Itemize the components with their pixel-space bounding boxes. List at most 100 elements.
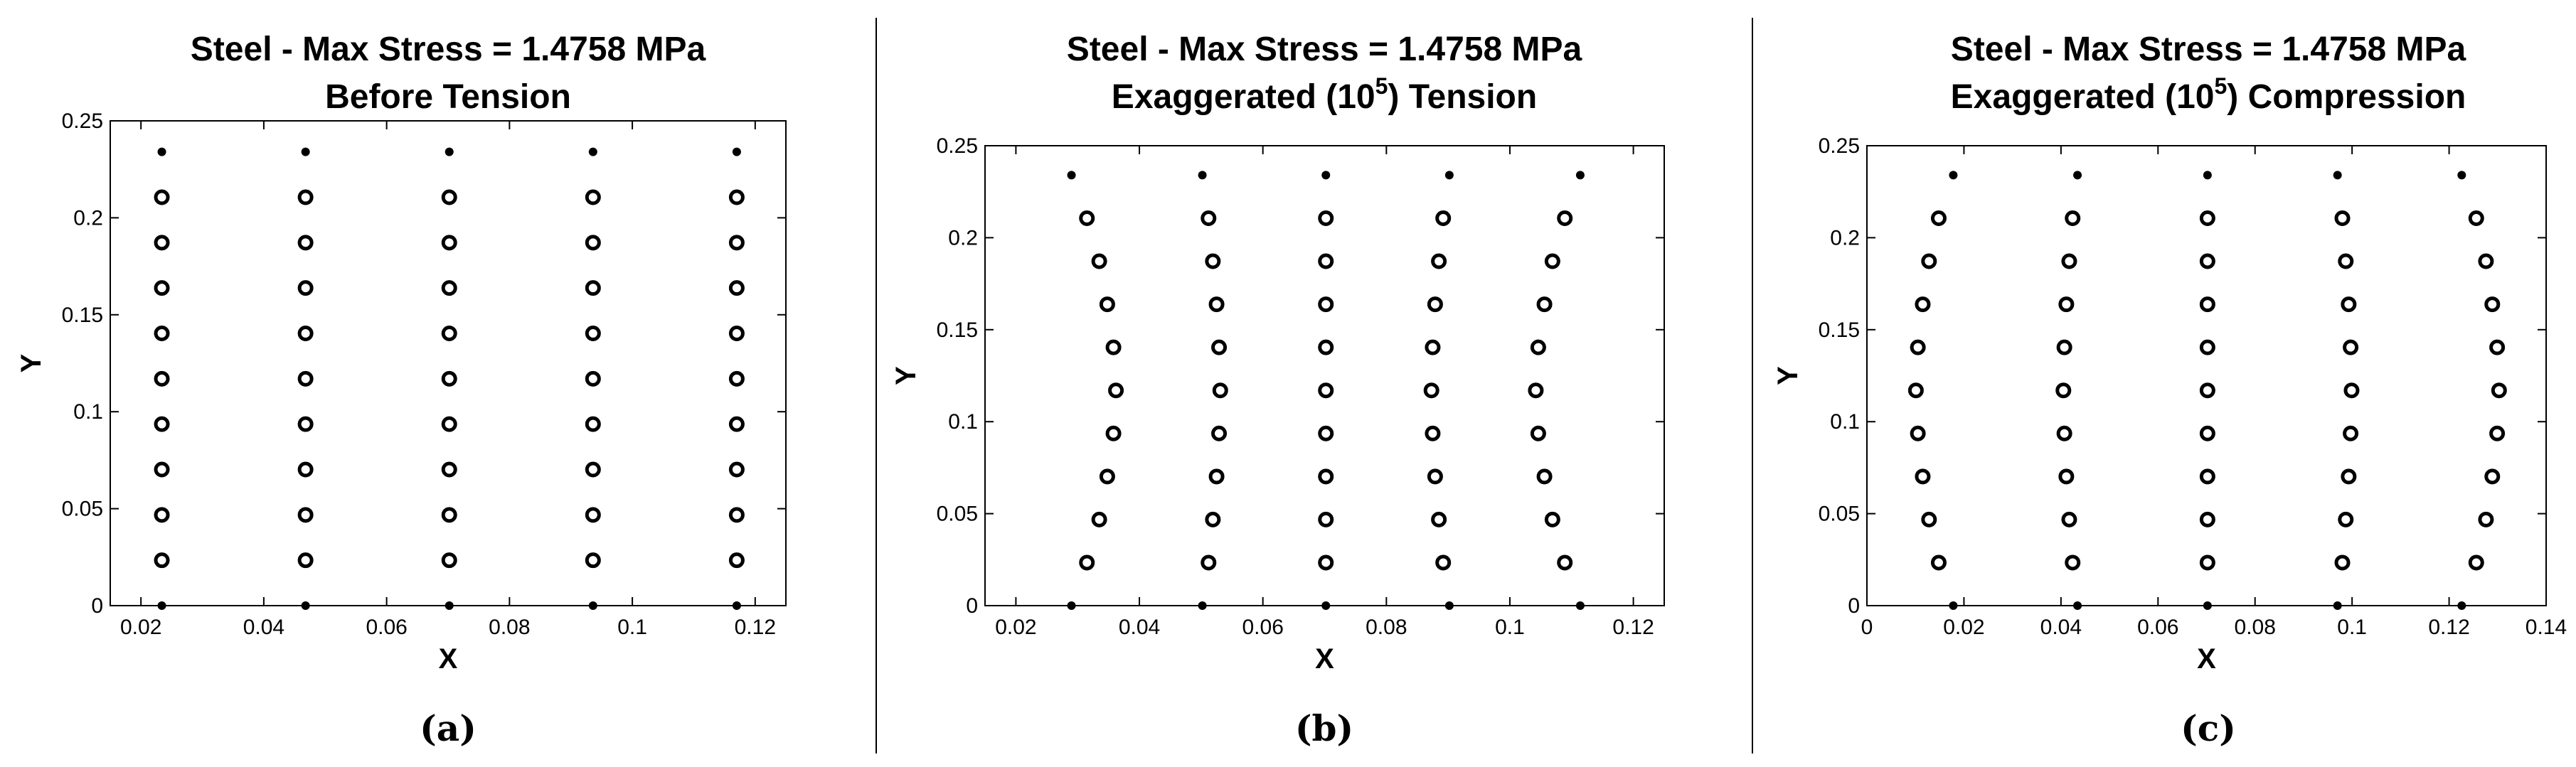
data-point <box>1435 210 1452 226</box>
data-point <box>2199 554 2215 571</box>
x-tick-label: 0.04 <box>1119 616 1160 639</box>
x-axis-label: X <box>439 643 458 675</box>
y-tick-label: 0.15 <box>937 318 978 342</box>
data-point <box>1318 296 1334 313</box>
data-point <box>2468 554 2484 571</box>
data-point <box>1530 425 1546 441</box>
data-point <box>2343 339 2359 355</box>
y-tick-label: 0 <box>966 594 978 618</box>
data-point-end <box>1575 601 1585 610</box>
data-point <box>2199 296 2215 313</box>
data-point <box>2056 339 2072 355</box>
data-point-end <box>157 601 166 610</box>
data-point-end <box>1444 171 1454 180</box>
chart-title: Steel - Max Stress = 1.4758 MPa <box>1067 31 1582 68</box>
data-point-end <box>301 601 310 610</box>
data-point <box>441 416 457 432</box>
data-point <box>1211 425 1228 441</box>
data-point <box>2478 253 2494 269</box>
data-point-end <box>1949 171 1958 180</box>
x-tick-label: 0.12 <box>2428 616 2469 639</box>
data-point <box>585 461 601 478</box>
x-axis-label: X <box>2197 643 2216 675</box>
data-point <box>1427 296 1443 313</box>
data-point-end <box>445 601 454 610</box>
data-point <box>441 552 457 569</box>
x-tick-label: 0.08 <box>489 616 530 639</box>
chart-panel-2: Steel - Max Stress = 1.4758 MPa Exaggerat… <box>890 31 1665 749</box>
data-point <box>1318 253 1334 269</box>
data-point <box>2341 296 2357 313</box>
chart-subtitle: Exaggerated (105) Tension <box>1112 73 1537 116</box>
data-point <box>2199 253 2215 269</box>
data-point <box>154 280 170 296</box>
data-point <box>154 552 170 569</box>
data-point <box>2058 296 2075 313</box>
data-point <box>585 280 601 296</box>
data-point <box>2334 210 2351 226</box>
data-point-end <box>2457 601 2466 610</box>
chart-panel-1: Steel - Max Stress = 1.4758 MPa Before Te… <box>16 31 787 749</box>
data-point <box>1915 296 1931 313</box>
data-point <box>2061 511 2077 527</box>
data-point <box>297 370 314 387</box>
data-point <box>1557 210 1573 226</box>
data-point <box>1930 210 1947 226</box>
data-point <box>585 189 601 205</box>
data-point <box>1544 253 1560 269</box>
data-point <box>297 416 314 432</box>
data-point <box>441 280 457 296</box>
x-tick-label: 0.08 <box>1366 616 1407 639</box>
data-point-end <box>1067 601 1076 610</box>
chart-title: Steel - Max Stress = 1.4758 MPa <box>1951 31 2466 68</box>
y-tick-label: 0.15 <box>1819 318 1860 342</box>
data-point-end <box>2073 171 2082 180</box>
data-point <box>1091 511 1107 527</box>
x-tick-label: 0.02 <box>995 616 1036 639</box>
data-point <box>728 280 745 296</box>
x-tick-label: 0.04 <box>243 616 284 639</box>
data-point <box>2334 554 2351 571</box>
data-point <box>1108 382 1124 399</box>
data-point <box>1205 511 1221 527</box>
data-point-end <box>1198 601 1207 610</box>
data-point <box>297 461 314 478</box>
data-point <box>728 461 745 478</box>
data-point <box>1211 339 1228 355</box>
data-point-end <box>301 147 310 156</box>
y-tick-label: 0.1 <box>73 400 103 424</box>
data-point-end <box>732 147 741 156</box>
data-point <box>1921 253 1937 269</box>
data-point <box>1318 554 1334 571</box>
data-point <box>585 507 601 523</box>
data-point <box>1425 425 1441 441</box>
panel-caption: (a) <box>420 707 477 749</box>
data-point <box>728 416 745 432</box>
data-point <box>2199 210 2215 226</box>
data-point <box>154 235 170 251</box>
data-point <box>585 235 601 251</box>
data-point <box>728 552 745 569</box>
y-tick-label: 0 <box>1848 594 1860 618</box>
data-point <box>2061 253 2077 269</box>
data-point-end <box>2073 601 2082 610</box>
data-point <box>1431 253 1447 269</box>
chart-subtitle: Exaggerated (105) Compression <box>1951 73 2466 116</box>
data-point <box>728 325 745 341</box>
data-point <box>2489 425 2506 441</box>
data-point <box>2341 468 2357 485</box>
panel-caption: (b) <box>1295 707 1353 749</box>
data-point <box>154 325 170 341</box>
data-point <box>728 235 745 251</box>
chart-panel-3: Steel - Max Stress = 1.4758 MPa Exaggerat… <box>1772 31 2567 749</box>
data-point <box>441 235 457 251</box>
data-point <box>441 189 457 205</box>
y-tick-label: 0 <box>91 594 103 618</box>
data-point <box>441 325 457 341</box>
data-point <box>1318 339 1334 355</box>
data-point-end <box>157 147 166 156</box>
data-point <box>1431 511 1447 527</box>
data-point <box>1201 210 1217 226</box>
data-point <box>1091 253 1107 269</box>
data-point-end <box>2203 171 2212 180</box>
